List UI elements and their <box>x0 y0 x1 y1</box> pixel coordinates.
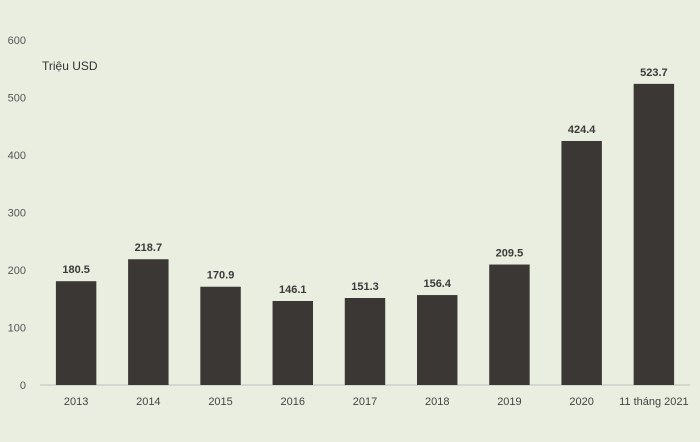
x-tick-label: 2013 <box>64 396 88 408</box>
data-label: 170.9 <box>207 270 235 282</box>
x-tick-label: 2014 <box>136 396 160 408</box>
y-tick-label: 100 <box>8 323 26 335</box>
data-label: 156.4 <box>423 278 451 290</box>
y-axis-ticks: 0 100 200 300 400 500 600 <box>8 35 26 392</box>
bar <box>128 259 169 385</box>
y-tick-label: 600 <box>8 35 26 47</box>
y-tick-label: 400 <box>8 150 26 162</box>
bar <box>633 83 675 385</box>
data-labels: 180.5 218.7 170.9 146.1 151.3 156.4 209.5 424.4… <box>62 67 667 296</box>
data-label: 180.5 <box>62 264 90 276</box>
data-label: 523.7 <box>640 67 668 79</box>
unit-label: Triệu USD <box>42 59 98 73</box>
data-label: 209.5 <box>496 248 524 260</box>
bar <box>417 295 458 385</box>
x-tick-label: 2020 <box>569 396 593 408</box>
data-label: 151.3 <box>351 281 379 293</box>
x-tick-label: 2018 <box>425 396 449 408</box>
x-tick-label: 2017 <box>353 396 377 408</box>
x-tick-label: 2019 <box>497 396 521 408</box>
bar <box>489 264 530 385</box>
bar <box>561 140 602 385</box>
bar <box>344 298 386 385</box>
bars <box>55 83 675 385</box>
y-tick-label: 500 <box>8 93 26 105</box>
x-tick-label: 2015 <box>208 396 232 408</box>
y-tick-label: 300 <box>8 208 26 220</box>
y-tick-label: 200 <box>8 265 26 277</box>
data-label: 218.7 <box>135 242 163 254</box>
x-axis-ticks: 2013 2014 2015 2016 2017 2018 2019 2020 11 tháng… <box>64 396 689 408</box>
x-tick-label: 11 tháng 2021 <box>619 396 689 408</box>
y-tick-label: 0 <box>20 380 26 392</box>
x-tick-label: 2016 <box>281 396 305 408</box>
bar <box>200 286 241 385</box>
bar <box>55 281 97 385</box>
bar <box>272 300 313 385</box>
data-label: 424.4 <box>568 124 596 136</box>
data-label: 146.1 <box>279 284 307 296</box>
